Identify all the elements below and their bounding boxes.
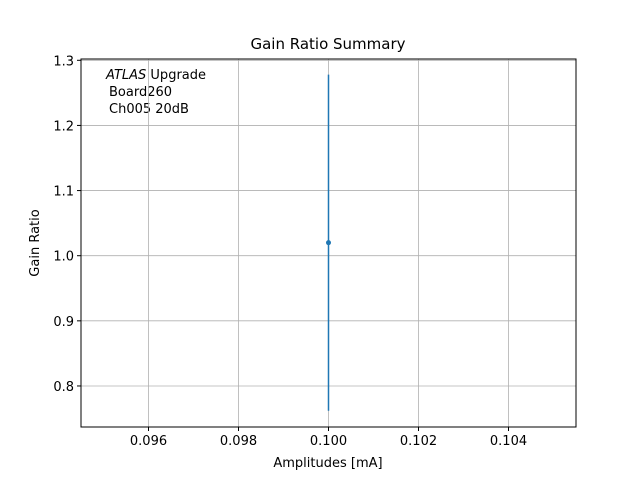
y-tick-label: 0.8 <box>53 380 74 395</box>
x-tick-label: 0.096 <box>130 434 167 449</box>
plot-frame <box>80 58 577 428</box>
x-tick-label: 0.098 <box>220 434 257 449</box>
y-tick-label: 1.2 <box>53 119 74 134</box>
y-tick-label: 1.1 <box>53 185 74 200</box>
y-tick-label: 1.3 <box>53 54 74 69</box>
y-axis-label: Gain Ratio <box>28 209 43 276</box>
x-tick-label: 0.102 <box>400 434 437 449</box>
x-tick-label: 0.104 <box>490 434 527 449</box>
annotation-text: Upgrade <box>150 68 206 83</box>
annotation-line: Ch005 20dB <box>109 102 189 117</box>
y-tick-label: 1.0 <box>53 250 74 265</box>
data-point <box>326 240 331 246</box>
annotation-italic: ATLAS <box>105 68 146 83</box>
annotation-line: Board260 <box>109 85 172 100</box>
chart-title: Gain Ratio Summary <box>250 35 405 53</box>
x-axis-label: Amplitudes [mA] <box>273 456 382 471</box>
annotation: ATLAS Upgrade <box>105 68 206 83</box>
x-tick-label: 0.100 <box>310 434 347 449</box>
y-tick-label: 0.9 <box>53 315 74 330</box>
